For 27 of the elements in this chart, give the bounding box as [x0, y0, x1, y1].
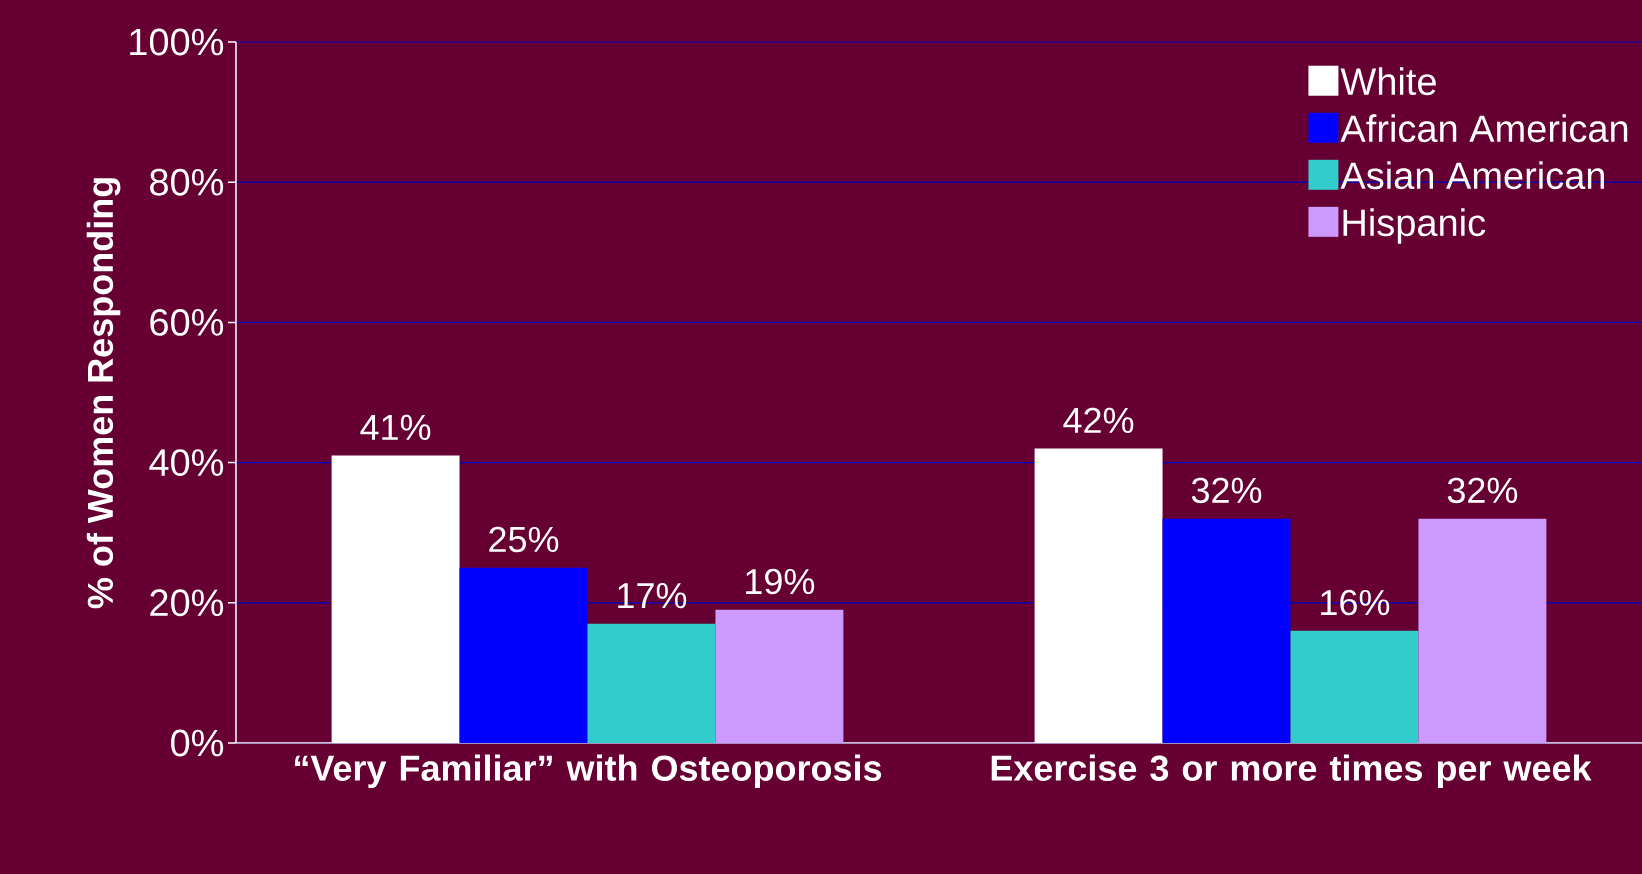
- bar: [715, 609, 844, 743]
- data-label: 25%: [489, 526, 559, 553]
- data-label: 41%: [360, 414, 431, 441]
- data-label: 42%: [1063, 407, 1134, 434]
- data-label: 32%: [1447, 477, 1518, 504]
- data-label: 32%: [1191, 477, 1262, 504]
- data-label: 16%: [1321, 589, 1390, 616]
- bar: [1418, 518, 1547, 743]
- y-tick-label: 100%: [130, 28, 224, 56]
- y-tick-label: 0%: [171, 729, 224, 757]
- data-label: 17%: [618, 583, 687, 609]
- legend-label: African American: [1340, 114, 1628, 143]
- legend-label: Hispanic: [1343, 208, 1486, 244]
- bar: [459, 567, 588, 743]
- x-tick-label: Exercise 3 or more times per week: [991, 754, 1592, 789]
- y-tick-label: 40%: [149, 449, 224, 477]
- legend-label: Asian American: [1340, 161, 1604, 190]
- y-tick-label: 20%: [150, 589, 224, 617]
- data-label: 19%: [746, 568, 815, 595]
- bar: [1162, 518, 1291, 743]
- x-tick-label: “Very Familiar” with Osteoporosis: [295, 754, 882, 789]
- y-tick-label: 60%: [150, 308, 224, 336]
- y-axis-title: % of Women Responding: [86, 178, 121, 609]
- bar: [587, 623, 716, 743]
- legend-label: White: [1340, 67, 1436, 96]
- bar: [1290, 630, 1419, 743]
- y-tick-label: 80%: [150, 168, 224, 196]
